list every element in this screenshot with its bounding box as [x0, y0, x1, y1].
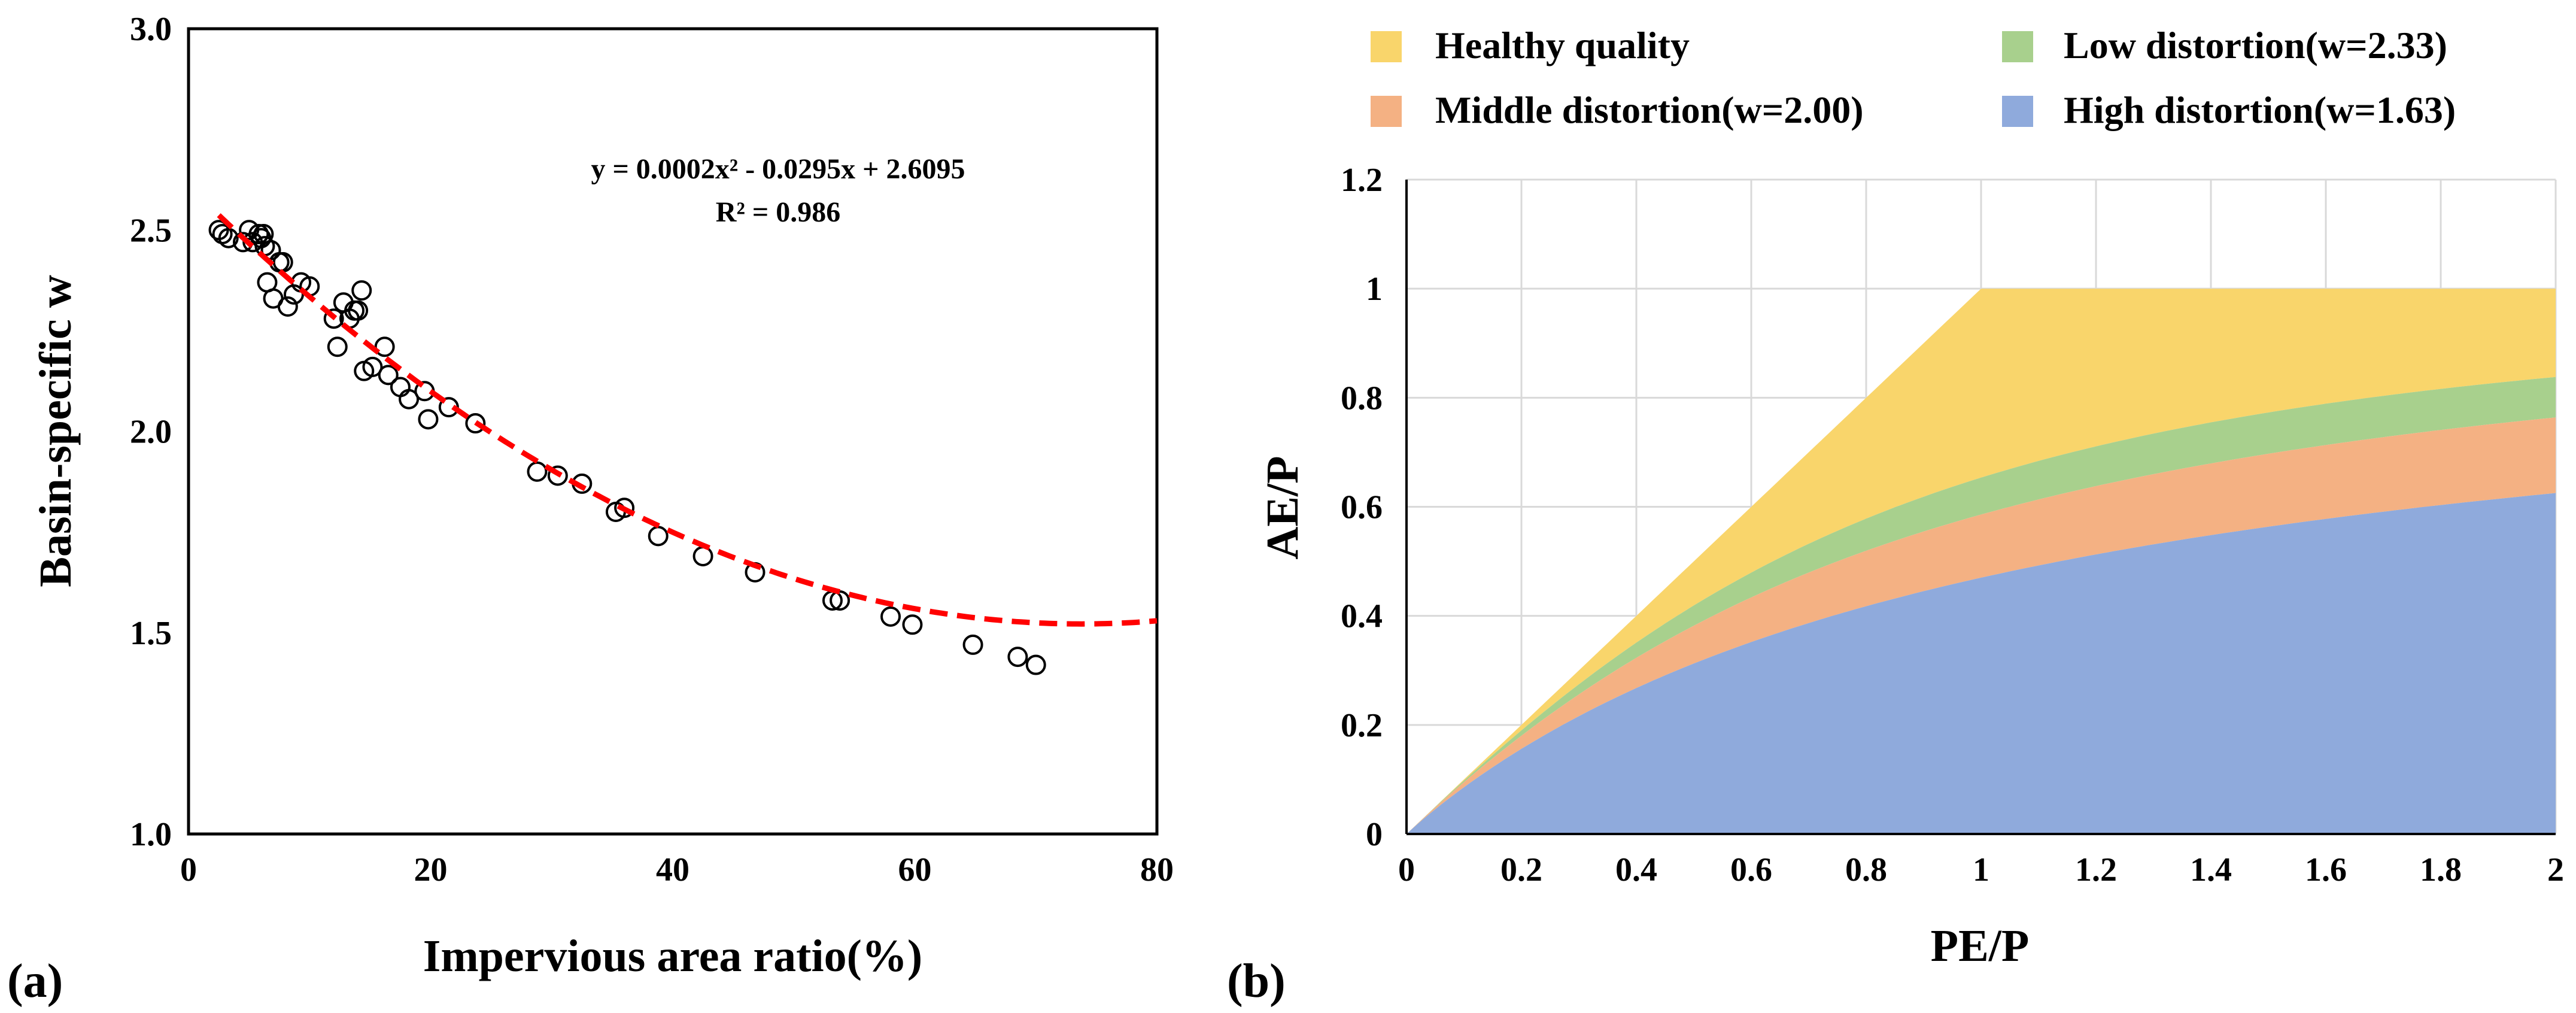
- panel-a-x-tick-label: 20: [414, 851, 448, 888]
- panel-a-plot-area: [187, 27, 1159, 836]
- panel-a-y-tick-label: 1.0: [130, 816, 172, 853]
- data-point: [614, 498, 635, 518]
- legend-label-low: Low distortion(w=2.33): [2064, 24, 2447, 66]
- high-distortion-area: [1407, 493, 2556, 834]
- panel-b-y-tick-label: 1: [1366, 271, 1383, 308]
- data-point: [1007, 647, 1028, 668]
- panel-b-x-tick-label: 0: [1398, 851, 1415, 888]
- legend-label-middle: Middle distortion(w=2.00): [1435, 89, 1864, 131]
- legend-item-healthy: Healthy quality: [1371, 24, 1690, 66]
- data-point: [362, 356, 383, 377]
- panel-a-x-tick-label: 60: [898, 851, 932, 888]
- data-point: [348, 300, 369, 321]
- fit-equation-label: y = 0.0002x² - 0.0295x + 2.6095: [591, 153, 965, 185]
- legend-swatch-low: [2002, 31, 2033, 62]
- legend: Healthy quality Middle distortion(w=2.00…: [1371, 24, 2456, 131]
- panel-a-x-tick-label: 40: [656, 851, 689, 888]
- data-point: [378, 365, 399, 386]
- panel-b-y-tick-label: 0.6: [1341, 489, 1383, 526]
- panel-a-y-axis-title: Basin-specific w: [31, 275, 81, 587]
- data-point: [902, 614, 923, 635]
- panel-b-y-tick-label: 0.8: [1341, 380, 1383, 417]
- panel-b-y-tick-label: 0.4: [1341, 598, 1383, 635]
- healthy-quality-area: [1407, 289, 2556, 834]
- panel-b-x-tick-label: 0.8: [1845, 851, 1887, 888]
- panel-b-x-tick-label: 1.6: [2305, 851, 2347, 888]
- panel-a-x-axis-title: Impervious area ratio(%): [423, 931, 922, 981]
- data-point: [880, 606, 901, 627]
- panel-a-y-tick-label: 3.0: [130, 11, 172, 48]
- panel-b-x-tick-label: 0.6: [1730, 851, 1772, 888]
- legend-swatch-high: [2002, 96, 2033, 127]
- panel-b-x-tick-label: 1.2: [2075, 851, 2117, 888]
- low-distortion-area: [1407, 377, 2556, 834]
- data-point: [327, 336, 348, 357]
- r-squared-label: R² = 0.986: [716, 196, 840, 228]
- legend-swatch-healthy: [1371, 31, 1402, 62]
- data-point: [218, 228, 239, 248]
- data-point: [399, 389, 420, 410]
- panel-b-label: (b): [1227, 955, 1286, 1008]
- data-point: [351, 280, 372, 301]
- panel-a-x-tick-label: 80: [1140, 851, 1174, 888]
- panel-b-x-tick-label: 2: [2547, 851, 2564, 888]
- panel-a-label: (a): [7, 955, 63, 1008]
- panel-b-y-tick-label: 0.2: [1341, 707, 1383, 744]
- data-point: [465, 413, 486, 434]
- panel-b-area-chart: 0 0.2 0.4 0.6 0.8 1 1.2 0 0.2 0.4 0.6 0.8 1 1.2 1.4 1.…: [1227, 24, 2564, 1008]
- data-point: [418, 409, 439, 430]
- panel-b-x-tick-label: 0.4: [1615, 851, 1657, 888]
- panel-b-x-axis-title: PE/P: [1931, 921, 2030, 971]
- legend-swatch-middle: [1371, 96, 1402, 127]
- middle-distortion-area: [1407, 417, 2556, 834]
- data-point: [323, 308, 344, 329]
- legend-item-low: Low distortion(w=2.33): [2002, 24, 2447, 66]
- panel-a-scatter-chart: 1.0 1.5 2.0 2.5 3.0 0 20 40 60 80 y = 0.0002x² -…: [7, 11, 1174, 1008]
- data-point: [277, 296, 298, 317]
- legend-item-middle: Middle distortion(w=2.00): [1371, 89, 1864, 131]
- data-point: [527, 461, 548, 482]
- data-point: [374, 336, 395, 357]
- panel-b-y-tick-label: 1.2: [1341, 162, 1383, 199]
- data-point: [248, 223, 269, 244]
- panel-b-x-tick-label: 1: [1973, 851, 1989, 888]
- panel-a-y-tick-label: 2.5: [130, 212, 172, 249]
- data-point: [1025, 654, 1046, 675]
- panel-a-y-tick-label: 2.0: [130, 414, 172, 451]
- panel-b-x-tick-label: 1.4: [2190, 851, 2232, 888]
- panel-a-x-tick-label: 0: [180, 851, 197, 888]
- data-point: [962, 634, 983, 655]
- panel-b-x-tick-label: 1.8: [2420, 851, 2462, 888]
- data-point: [547, 465, 568, 486]
- legend-item-high: High distortion(w=1.63): [2002, 89, 2456, 131]
- panel-b-x-tick-label: 0.2: [1500, 851, 1542, 888]
- panel-b-y-axis-title: AE/P: [1257, 456, 1308, 559]
- panel-a-fit-curve: [217, 213, 1158, 627]
- panel-b-y-tick-label: 0: [1366, 816, 1383, 853]
- panel-a-y-tick-label: 1.5: [130, 615, 172, 652]
- legend-label-high: High distortion(w=1.63): [2064, 89, 2456, 131]
- legend-label-healthy: Healthy quality: [1435, 24, 1690, 66]
